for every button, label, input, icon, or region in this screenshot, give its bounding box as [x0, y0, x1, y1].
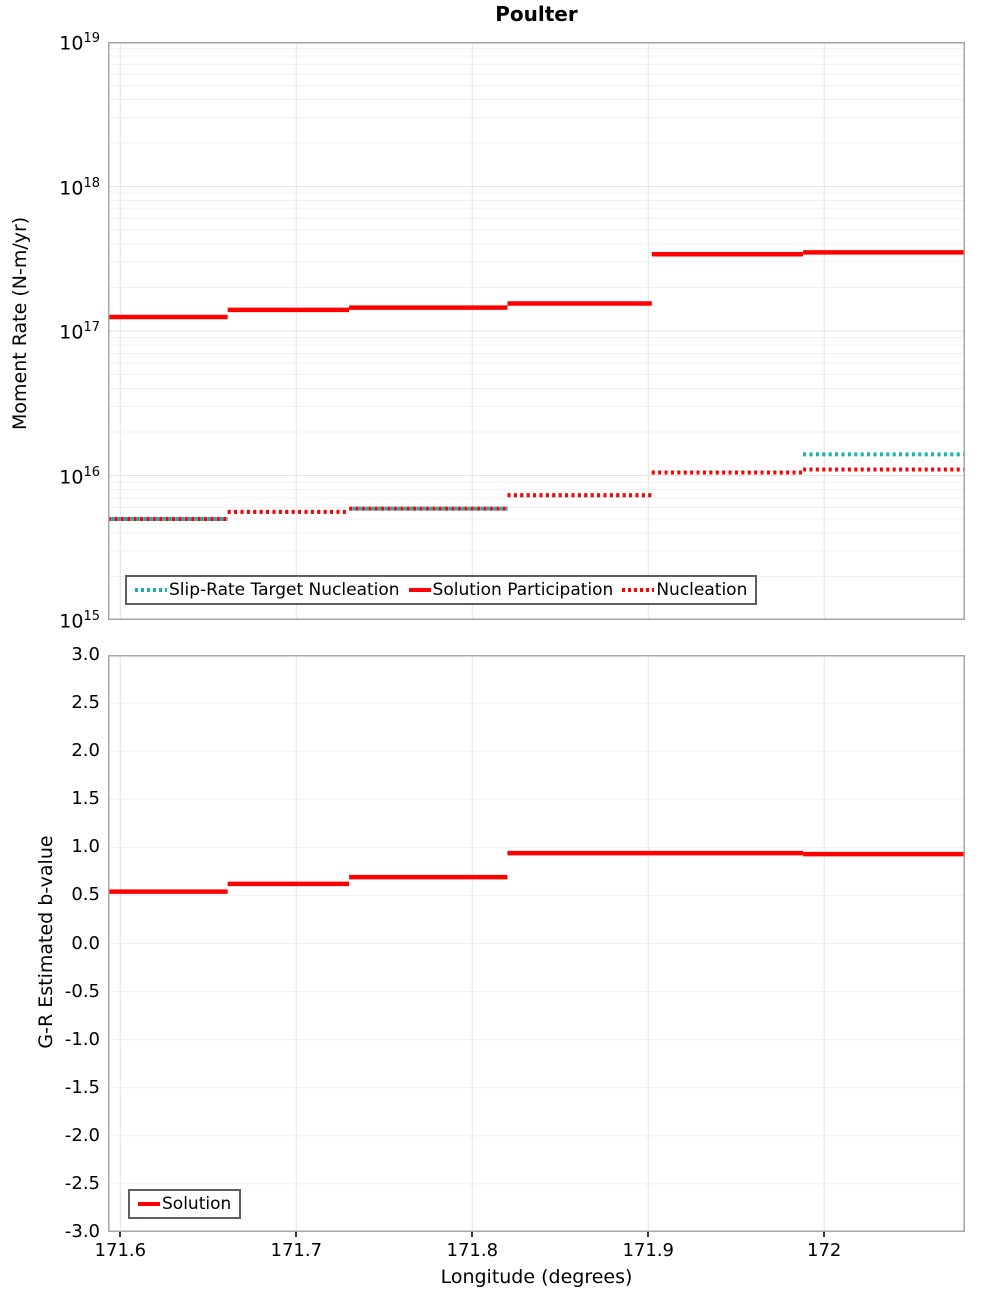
longitude-axis-label: Longitude (degrees): [440, 1266, 633, 1288]
b-value-y-tick-label: -2.0: [64, 1124, 100, 1146]
legend-label: Slip-Rate Target Nucleation: [169, 580, 400, 600]
moment-rate-y-tick-label: 1019: [59, 31, 100, 55]
x-axis-tick-mark: [295, 1232, 298, 1237]
legend-label: Nucleation: [656, 580, 748, 600]
legend-item-solution-participation: Solution Participation: [408, 580, 614, 600]
b-value-y-tick-label: -1.5: [64, 1076, 100, 1098]
moment-rate-y-tick-label: 1016: [59, 464, 100, 488]
longitude-tick-label: 171.9: [622, 1240, 674, 1261]
b-value-y-tick-label: 3.0: [71, 644, 100, 665]
moment-rate-legend: Slip-Rate Target Nucleation Solution Par…: [125, 575, 758, 605]
b-value-y-tick-label: 1.5: [71, 788, 100, 810]
moment-rate-y-tick-label: 1017: [59, 320, 100, 344]
b-value-y-tick-label: 0.0: [71, 932, 100, 954]
longitude-tick-label: 171.7: [270, 1240, 323, 1261]
x-axis-tick-mark: [119, 1232, 122, 1237]
b-value-y-tick-label: 0.5: [71, 884, 100, 906]
legend-item-slip-rate-target-nucleation: Slip-Rate Target Nucleation: [135, 580, 400, 600]
legend-item-nucleation: Nucleation: [622, 580, 747, 600]
moment-rate-plot: [108, 42, 965, 620]
red-solid-line-swatch-icon: [138, 1202, 160, 1206]
longitude-tick-label: 171.6: [94, 1240, 147, 1261]
moment-rate-y-tick-label: 1015: [59, 609, 100, 633]
x-axis-tick-mark: [823, 1232, 826, 1237]
longitude-tick-label: 171.8: [446, 1240, 499, 1261]
longitude-tick-label: 172: [807, 1240, 842, 1261]
b-value-y-tick-label: 2.0: [71, 740, 100, 762]
b-value-y-tick-label: 1.0: [71, 836, 100, 858]
teal-dotted-line-swatch-icon: [135, 588, 167, 592]
chart-title: Poulter: [495, 2, 578, 26]
red-solid-line-swatch-icon: [408, 588, 431, 592]
b-value-y-tick-label: -3.0: [64, 1221, 100, 1242]
b-value-y-tick-label: -2.5: [64, 1172, 100, 1194]
b-value-y-tick-label: 2.5: [71, 692, 100, 714]
b-value-y-tick-label: -1.0: [64, 1028, 100, 1050]
red-dotted-line-swatch-icon: [622, 588, 655, 592]
legend-label: Solution Participation: [432, 580, 614, 600]
b-value-y-tick-label: -0.5: [64, 980, 100, 1002]
b-value-plot: [108, 655, 965, 1232]
x-axis-tick-mark: [647, 1232, 650, 1237]
legend-label: Solution: [162, 1194, 232, 1214]
x-axis-tick-mark: [471, 1232, 474, 1237]
b-value-legend: Solution: [128, 1189, 242, 1219]
moment-rate-y-tick-label: 1018: [59, 175, 100, 199]
legend-item-solution: Solution: [138, 1194, 231, 1214]
